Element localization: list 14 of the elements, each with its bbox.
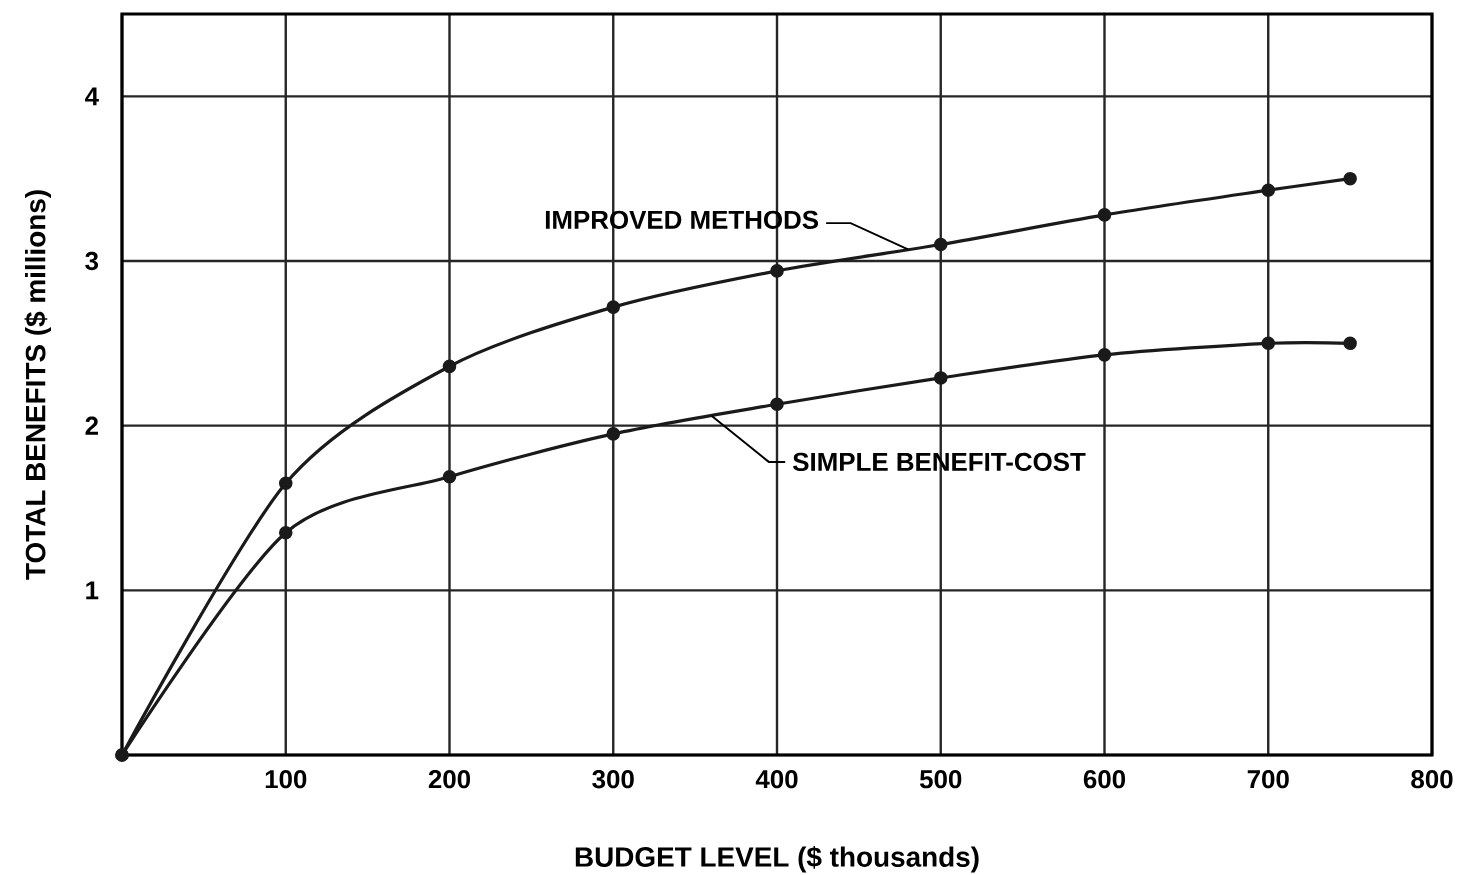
x-tick-label: 100	[265, 770, 307, 789]
y-tick-label: 4	[85, 87, 99, 106]
x-tick-label: 400	[755, 770, 798, 789]
x-tick-label: 600	[1083, 770, 1126, 789]
y-tick-label: 2	[85, 416, 98, 435]
y-axis-title: TOTAL BENEFITS ($ millions)	[24, 190, 51, 580]
y-tick-label: 1	[86, 581, 99, 600]
y-tick-label: 3	[85, 251, 99, 271]
x-tick-label: 700	[1247, 770, 1289, 789]
x-tick-label: 500	[919, 770, 962, 789]
x-tick-label: 200	[428, 770, 471, 789]
x-tick-label: 800	[1411, 770, 1453, 789]
x-tick-label: 300	[592, 770, 634, 789]
x-axis-title: BUDGET LEVEL ($ thousands)	[575, 845, 979, 873]
